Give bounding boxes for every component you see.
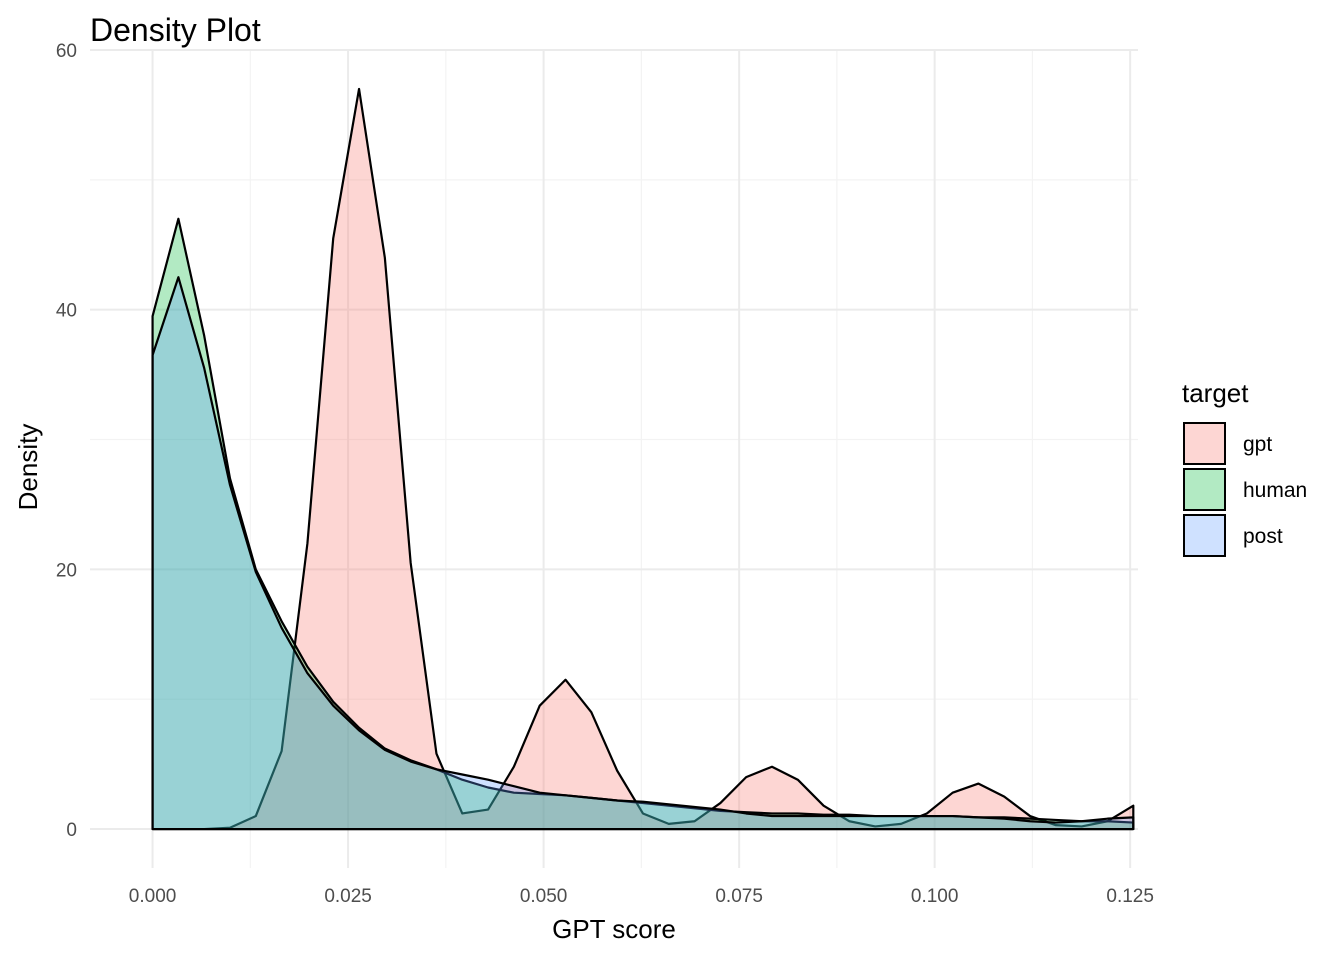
x-tick-label: 0.075	[715, 886, 763, 907]
x-axis-title: GPT score	[552, 914, 676, 944]
y-tick-label: 20	[56, 560, 77, 581]
legend-swatch	[1183, 422, 1226, 465]
chart-title: Density Plot	[90, 12, 261, 48]
x-tick-label: 0.100	[911, 886, 959, 907]
legend-item-human: human	[1183, 468, 1307, 511]
legend-label: human	[1243, 479, 1307, 502]
x-tick-label: 0.000	[129, 886, 177, 907]
y-tick-label: 40	[56, 301, 77, 322]
x-tick-label: 0.050	[520, 886, 568, 907]
y-tick-label: 0	[66, 820, 77, 841]
legend: target gpt human post	[1182, 378, 1307, 557]
y-axis-title: Density	[13, 424, 43, 511]
legend-items: gpt human post	[1183, 422, 1307, 557]
legend-swatch	[1183, 468, 1226, 511]
x-axis-ticks: 0.000 0.025 0.050 0.075 0.100 0.125	[129, 886, 1154, 907]
legend-item-gpt: gpt	[1183, 422, 1272, 465]
x-tick-label: 0.125	[1106, 886, 1154, 907]
density-area-post	[151, 276, 1135, 831]
legend-title: target	[1182, 378, 1249, 408]
y-tick-label: 60	[56, 41, 77, 62]
legend-item-post: post	[1183, 514, 1283, 557]
y-axis-ticks: 0 20 40 60	[56, 41, 77, 841]
density-areas	[151, 87, 1135, 831]
legend-label: post	[1243, 525, 1283, 548]
grid	[90, 49, 1138, 868]
legend-label: gpt	[1243, 433, 1272, 456]
density-area-gpt	[151, 87, 1135, 831]
density-area-human	[151, 217, 1135, 831]
x-tick-label: 0.025	[324, 886, 372, 907]
legend-swatch	[1183, 514, 1226, 557]
